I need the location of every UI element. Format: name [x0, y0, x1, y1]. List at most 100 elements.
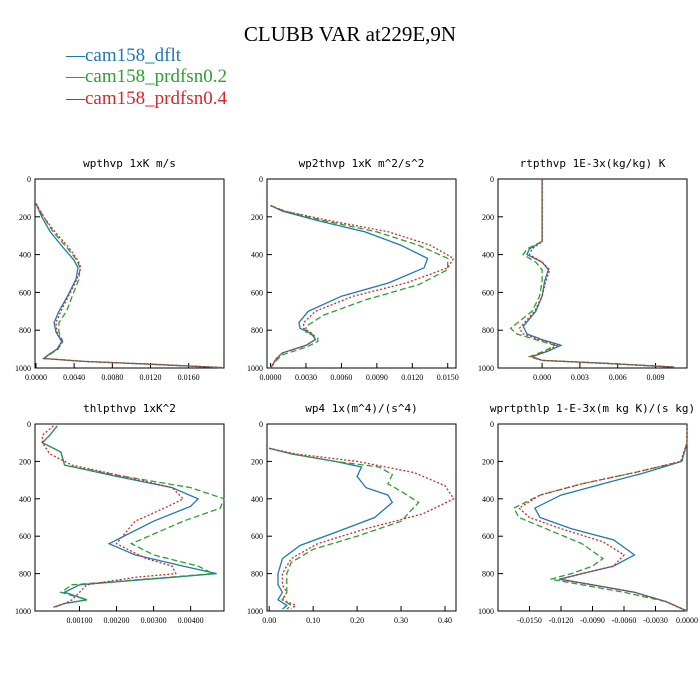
ytick-label-4-5: 1000 [247, 607, 263, 616]
legend-label-dflt: cam158_dflt [85, 45, 182, 66]
series-line-4-0 [269, 447, 394, 610]
ytick-label-0-1: 200 [19, 213, 31, 222]
ytick-label-1-5: 1000 [247, 364, 263, 373]
series-line-2-1 [509, 179, 675, 368]
ytick-label-0-5: 1000 [15, 364, 31, 373]
series-line-0-1 [35, 203, 223, 369]
ytick-label-0-2: 400 [19, 251, 31, 260]
xtick-label-5-2: -0.0090 [580, 616, 605, 625]
ytick-label-0-0: 0 [27, 175, 31, 184]
ytick-label-5-1: 200 [482, 457, 494, 466]
ytick-label-5-4: 800 [482, 570, 494, 579]
panel-frame-1 [266, 178, 457, 369]
panel-frame-4 [266, 423, 457, 612]
ytick-label-3-2: 400 [19, 495, 31, 504]
panel-frame-3 [34, 423, 225, 612]
xtick-label-0-2: 0.0080 [101, 373, 123, 382]
ytick-label-4-4: 800 [251, 570, 263, 579]
ytick-label-0-3: 600 [19, 288, 31, 297]
xtick-label-0-4: 0.0160 [178, 373, 200, 382]
series-line-3-1 [41, 425, 225, 608]
xtick-label-4-1: 0.10 [306, 616, 320, 625]
ytick-label-3-0: 0 [27, 420, 31, 429]
chart-title: CLUBB VAR at229E,9N [243, 22, 457, 46]
xtick-label-3-2: 0.00300 [141, 616, 167, 625]
legend-label-prdfsn04: cam158_prdfsn0.4 [85, 88, 227, 109]
xtick-label-5-3: -0.0060 [612, 616, 637, 625]
xtick-label-4-4: 0.40 [438, 616, 452, 625]
xtick-label-2-2: 0.006 [609, 373, 627, 382]
legend-label-prdfsn02: cam158_prdfsn0.2 [85, 66, 227, 87]
ytick-label-2-0: 0 [490, 175, 494, 184]
xtick-label-1-2: 0.0060 [330, 373, 352, 382]
xtick-label-1-1: 0.0030 [295, 373, 317, 382]
xtick-label-3-1: 0.00200 [104, 616, 130, 625]
legend-item-dflt: —cam158_dflt [66, 45, 181, 67]
series-line-5-0 [533, 424, 688, 612]
ytick-label-3-1: 200 [19, 457, 31, 466]
ytick-label-2-3: 600 [482, 288, 494, 297]
xtick-label-2-1: 0.003 [571, 373, 589, 382]
legend-item-prdfsn02: —cam158_prdfsn0.2 [66, 66, 227, 88]
xtick-label-4-2: 0.20 [350, 616, 364, 625]
legend-line-prdfsn02: — [66, 66, 85, 87]
xtick-label-0-1: 0.0040 [63, 373, 85, 382]
ytick-label-1-3: 600 [251, 288, 263, 297]
xtick-label-0-3: 0.0120 [140, 373, 162, 382]
xtick-label-1-3: 0.0090 [366, 373, 388, 382]
ytick-label-1-4: 800 [251, 326, 263, 335]
series-line-5-2 [517, 424, 688, 612]
panel-title-5: wprtpthlp 1-E-3x(m kg K)/(s kg) [490, 402, 695, 415]
xtick-label-1-5: 0.0150 [437, 373, 459, 382]
series-line-1-0 [269, 204, 429, 369]
series-line-2-2 [518, 179, 675, 368]
xtick-label-1-0: 0.0000 [260, 373, 282, 382]
ytick-label-3-5: 1000 [15, 607, 31, 616]
ytick-label-5-0: 0 [490, 420, 494, 429]
ytick-label-0-4: 800 [19, 326, 31, 335]
ytick-label-4-2: 400 [251, 495, 263, 504]
legend-line-dflt: — [66, 45, 85, 66]
xtick-label-5-5: 0.0000 [676, 616, 698, 625]
series-line-4-2 [269, 447, 455, 610]
series-line-1-2 [269, 204, 455, 369]
xtick-label-5-1: -0.0120 [549, 616, 574, 625]
series-line-0-2 [35, 203, 223, 369]
ytick-label-4-3: 600 [251, 532, 263, 541]
ytick-label-1-2: 400 [251, 251, 263, 260]
panel-title-3: thlpthvp 1xK^2 [83, 402, 176, 415]
xtick-label-3-3: 0.00400 [178, 616, 204, 625]
panel-title-2: rtpthvp 1E-3x(kg/kg) K [520, 157, 666, 170]
panel-title-4: wp4 1x(m^4)/(s^4) [305, 402, 418, 415]
series-line-5-1 [512, 424, 688, 612]
ytick-label-4-1: 200 [251, 457, 263, 466]
panel-title-1: wp2thvp 1xK m^2/s^2 [299, 157, 425, 170]
ytick-label-3-4: 800 [19, 570, 31, 579]
xtick-label-4-0: 0.00 [262, 616, 276, 625]
ytick-label-5-3: 600 [482, 532, 494, 541]
ytick-label-3-3: 600 [19, 532, 31, 541]
xtick-label-2-0: 0.000 [533, 373, 551, 382]
xtick-label-4-3: 0.30 [394, 616, 408, 625]
ytick-label-1-0: 0 [259, 175, 263, 184]
xtick-label-5-0: -0.0150 [517, 616, 542, 625]
ytick-label-4-0: 0 [259, 420, 263, 429]
ytick-label-2-1: 200 [482, 213, 494, 222]
ytick-label-5-2: 400 [482, 495, 494, 504]
ytick-label-2-4: 800 [482, 326, 494, 335]
panel-frame-2 [497, 178, 688, 369]
series-line-1-1 [269, 204, 449, 369]
xtick-label-0-0: 0.0000 [25, 373, 47, 382]
ytick-label-5-5: 1000 [478, 607, 494, 616]
panel-title-0: wpthvp 1xK m/s [83, 157, 176, 170]
ytick-label-1-1: 200 [251, 213, 263, 222]
legend-line-prdfsn04: — [66, 88, 85, 109]
xtick-label-2-3: 0.009 [647, 373, 665, 382]
legend-item-prdfsn04: —cam158_prdfsn0.4 [66, 88, 227, 110]
panel-frame-5 [497, 423, 688, 612]
ytick-label-2-2: 400 [482, 251, 494, 260]
series-line-2-0 [522, 179, 675, 368]
xtick-label-5-4: -0.0030 [643, 616, 668, 625]
xtick-label-1-4: 0.0120 [401, 373, 423, 382]
